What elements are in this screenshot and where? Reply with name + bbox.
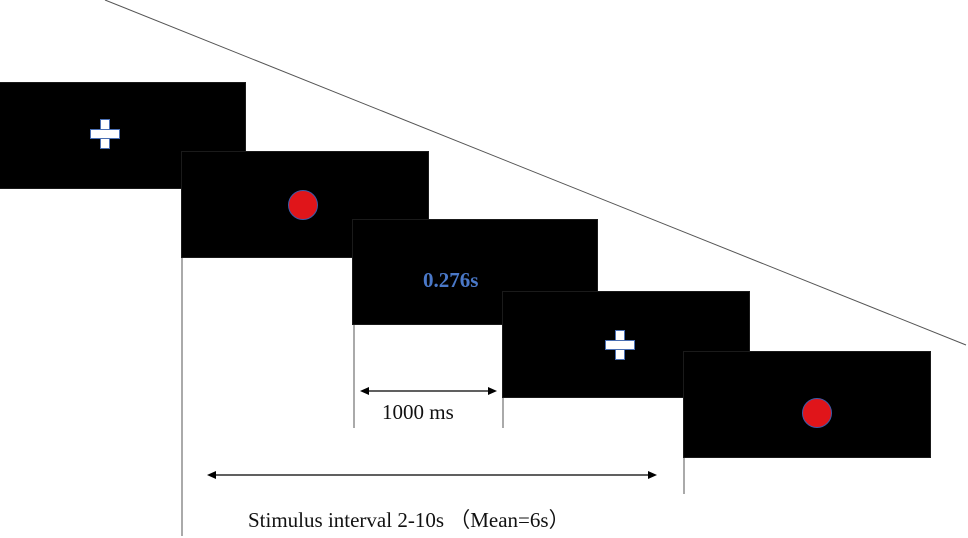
stimulus-interval-label: Stimulus interval 2-10s （Mean=6s） — [248, 508, 570, 532]
reaction-time-text: 0.276s — [423, 268, 479, 292]
stimulus-interval-arrow — [207, 471, 657, 479]
fixation-cross-icon — [605, 330, 635, 360]
fixation-cross-icon — [90, 119, 120, 149]
time-axis-diagonal — [104, 0, 967, 346]
red-circle-icon — [288, 190, 318, 220]
screen-stimulus-2 — [684, 352, 930, 457]
feedback-duration-label: 1000 ms — [382, 400, 454, 424]
feedback-duration-arrow — [360, 387, 497, 395]
red-circle-icon — [802, 398, 832, 428]
